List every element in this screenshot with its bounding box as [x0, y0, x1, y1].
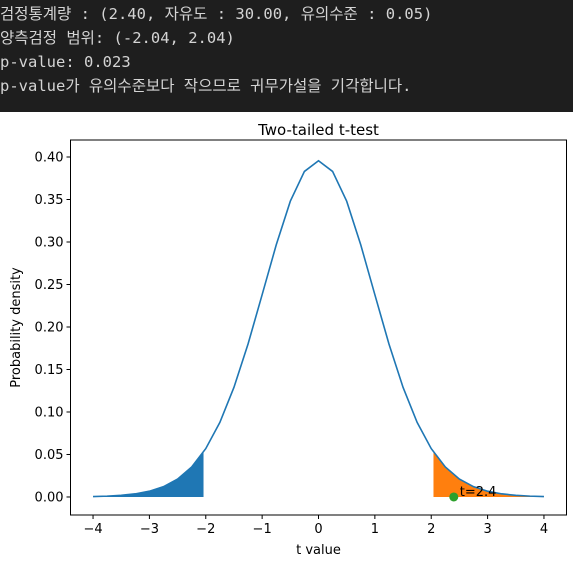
x-tick-label: −1 [253, 522, 272, 537]
x-tick-label: −3 [140, 522, 159, 537]
y-tick-label: 0.00 [35, 490, 64, 505]
console-line: 양측검정 범위: (-2.04, 2.04) [0, 29, 235, 47]
y-tick-label: 0.05 [35, 448, 64, 463]
x-tick-label: 2 [427, 522, 435, 537]
x-tick-label: −2 [196, 522, 215, 537]
y-axis-label: Probability density [9, 267, 24, 388]
plot-frame [70, 139, 567, 516]
y-tick-label: 0.20 [35, 320, 64, 335]
y-tick-label: 0.25 [35, 278, 64, 293]
chart: Two-tailed t-test t value Probability dens… [9, 121, 567, 558]
x-tick-label: 0 [314, 522, 322, 537]
console-line: p-value: 0.023 [0, 53, 131, 71]
y-tick-label: 0.15 [35, 363, 64, 378]
point-label: t=2.4 [460, 485, 497, 500]
density-curve [93, 159, 544, 498]
x-tick-label: 3 [483, 522, 491, 537]
x-tick-label: 4 [540, 522, 548, 537]
x-axis-label: t value [296, 543, 341, 558]
y-tick-label: 0.10 [35, 405, 64, 420]
rejection-area [433, 452, 544, 497]
y-tick-label: 0.40 [35, 150, 64, 165]
console-line: 검정통계량 : (2.40, 자유도 : 30.00, 유의수준 : 0.05) [0, 5, 433, 23]
x-tick-label: −4 [83, 522, 102, 537]
test-statistic-point [449, 492, 459, 502]
y-tick-label: 0.35 [35, 193, 64, 208]
console-output: 검정통계량 : (2.40, 자유도 : 30.00, 유의수준 : 0.05)… [0, 0, 573, 112]
chart-title: Two-tailed t-test [257, 121, 379, 139]
x-tick-label: 1 [371, 522, 379, 537]
console-line: p-value가 유의수준보다 작으므로 귀무가설을 기각합니다. [0, 77, 412, 95]
y-tick-label: 0.30 [35, 235, 64, 250]
rejection-area [93, 452, 204, 497]
